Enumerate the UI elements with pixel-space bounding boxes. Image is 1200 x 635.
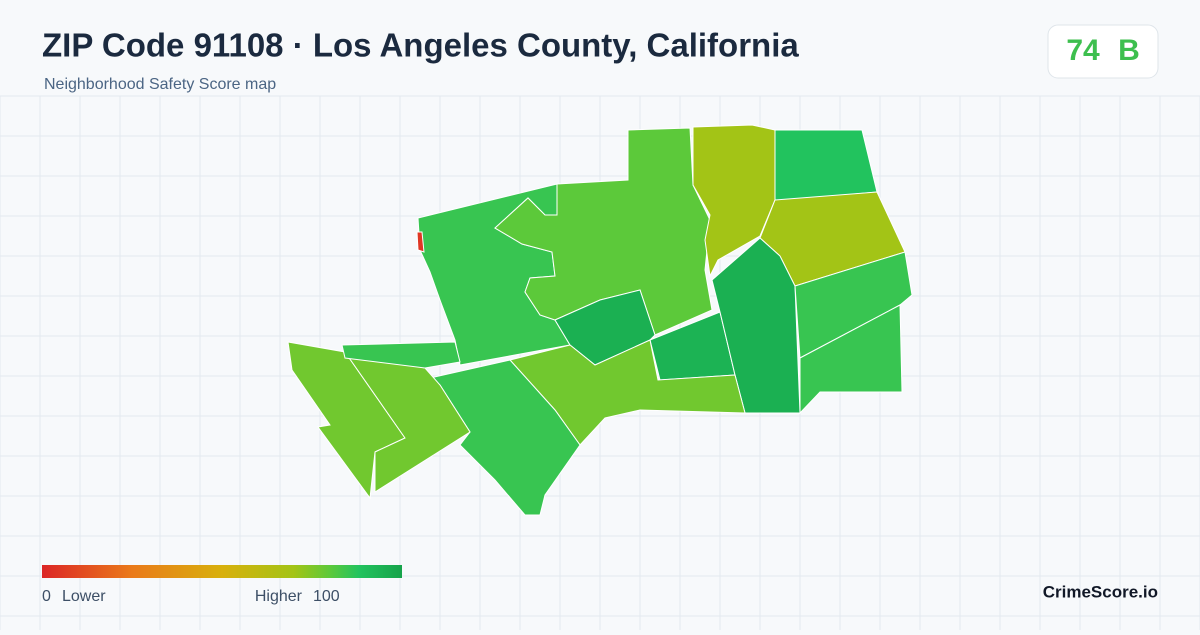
zip-map — [287, 124, 913, 516]
score-badge — [1047, 24, 1159, 79]
region — [416, 231, 425, 253]
subtitle: Neighborhood Safety Score map — [44, 76, 276, 93]
region — [341, 341, 461, 369]
legend-min: 0 — [42, 588, 51, 605]
region — [794, 251, 913, 359]
region — [692, 124, 776, 278]
score-grade: B — [1118, 34, 1140, 67]
legend-bar — [42, 565, 402, 578]
legend-max: 100 — [313, 588, 340, 605]
title: ZIP Code 91108 · Los Angeles County, Cal… — [42, 27, 799, 64]
region — [417, 183, 571, 366]
brand: CrimeScore.io — [1043, 582, 1158, 601]
score-value: 74 — [1066, 34, 1100, 67]
region — [799, 304, 903, 415]
legend-max-label: Higher — [255, 588, 303, 605]
legend-min-label: Lower — [62, 588, 106, 605]
region — [774, 129, 878, 201]
region — [343, 351, 471, 493]
